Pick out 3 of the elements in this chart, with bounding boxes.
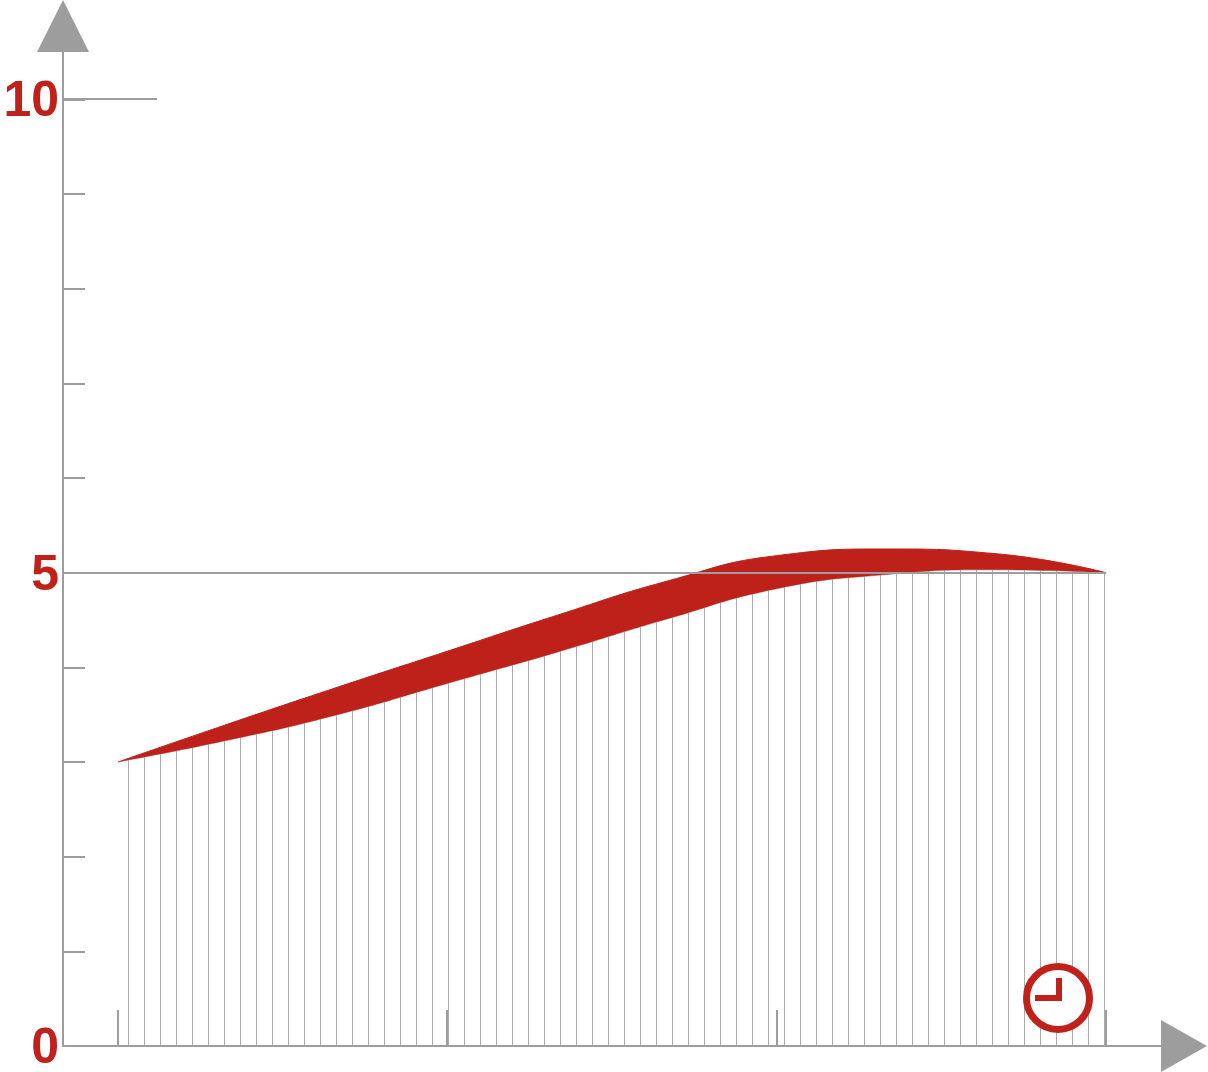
y-tick-label: 5: [31, 544, 59, 601]
y-tick-label: 0: [31, 1018, 59, 1072]
y-tick-label: 10: [3, 71, 59, 128]
